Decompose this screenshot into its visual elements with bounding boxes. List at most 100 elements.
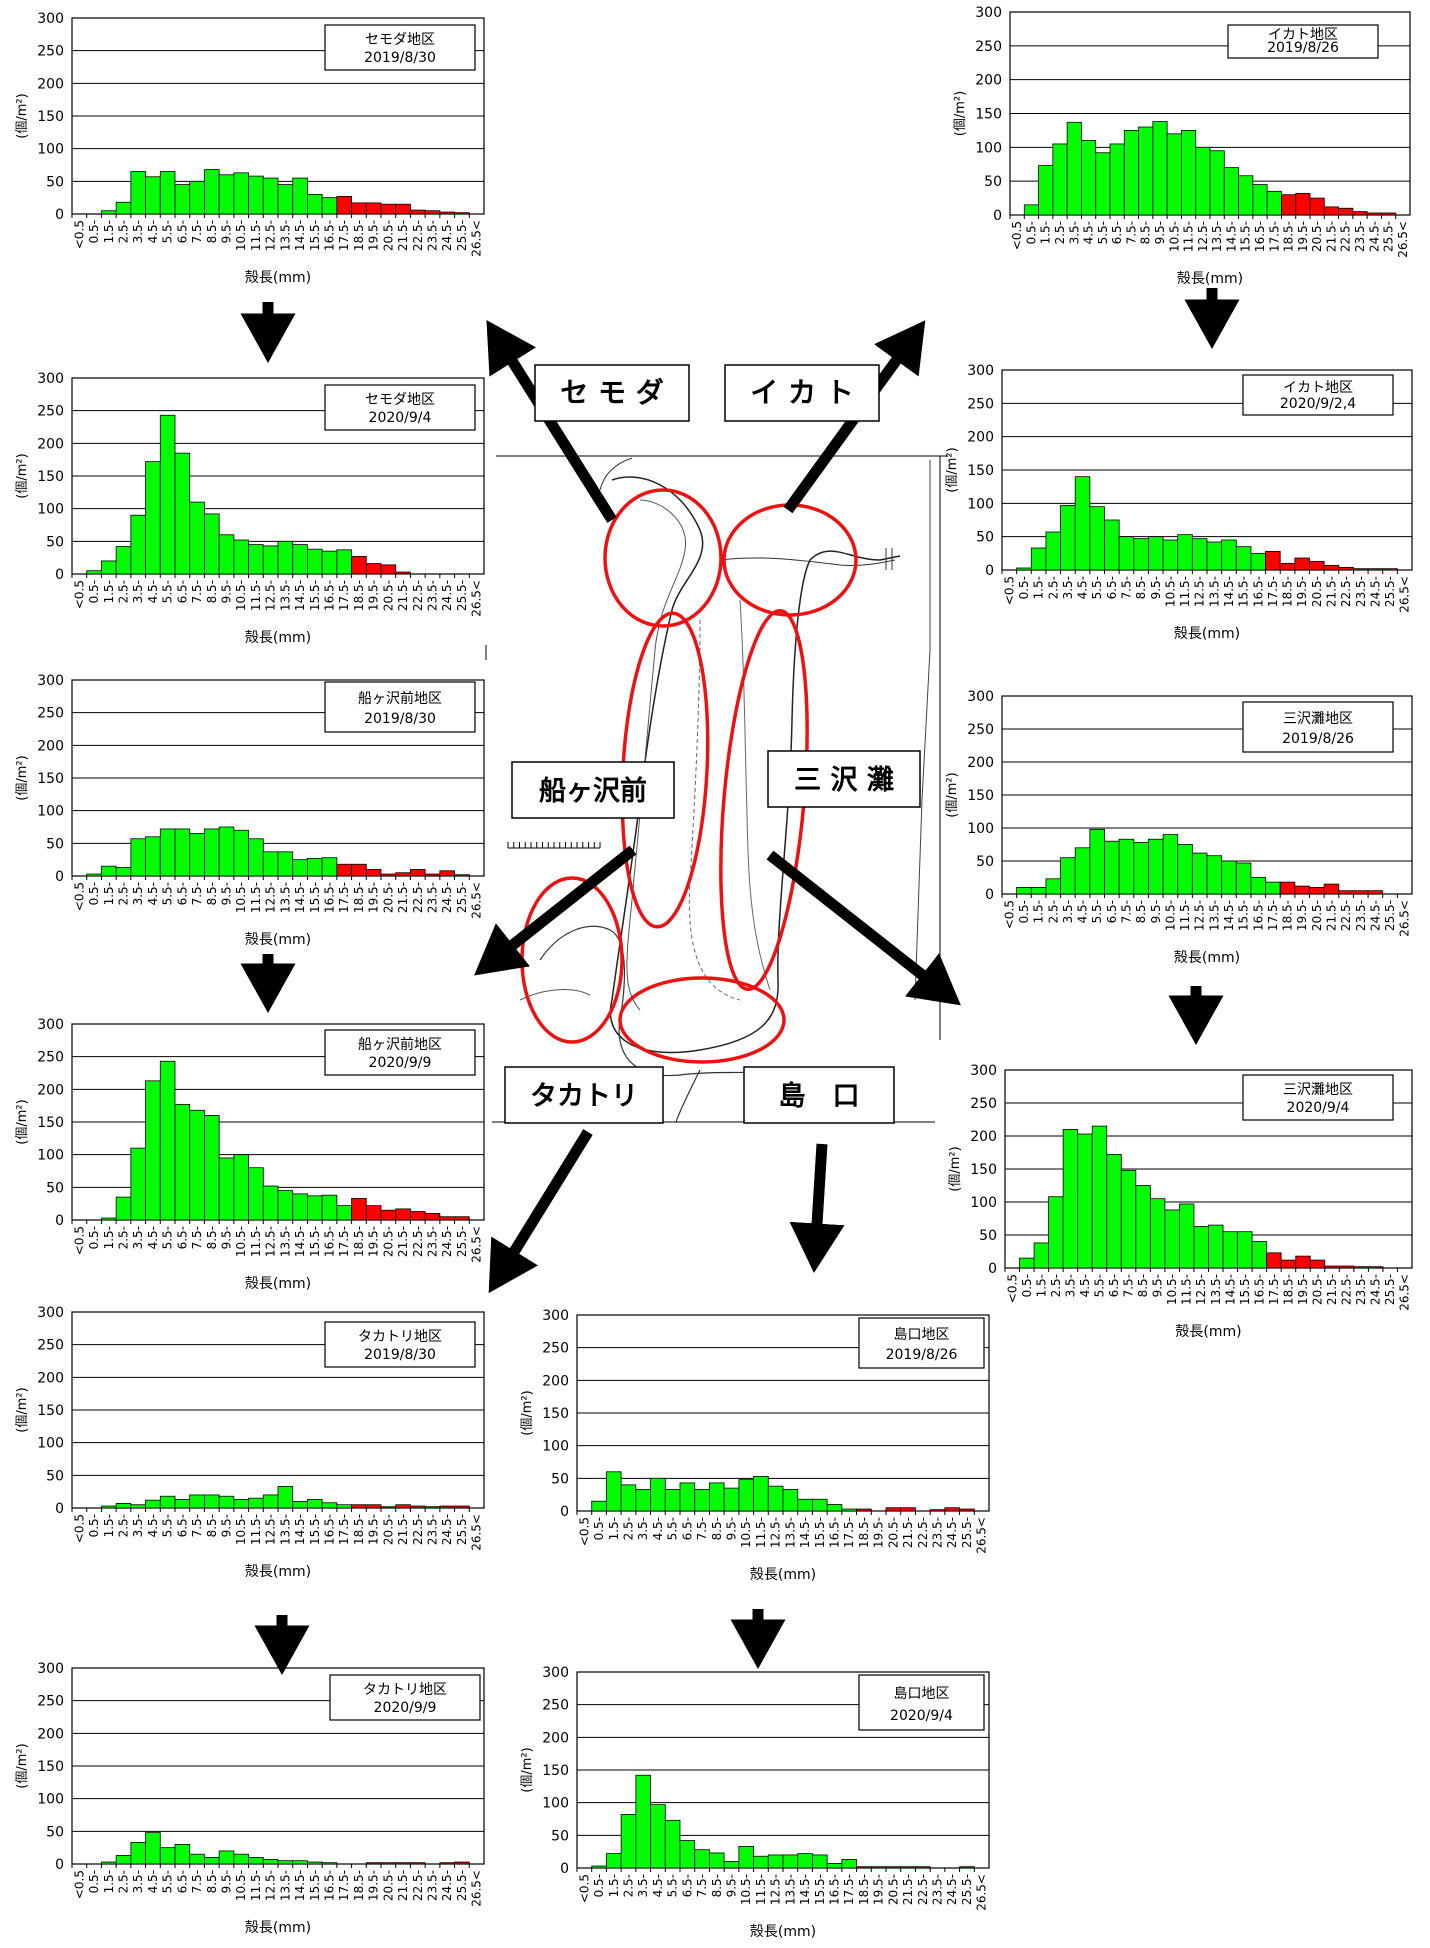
x-tick-label: 5.5- <box>666 1517 680 1540</box>
bar <box>929 1509 946 1512</box>
bar <box>1191 538 1208 571</box>
bar <box>1066 121 1082 216</box>
bar <box>1038 165 1054 216</box>
bar <box>591 1865 607 1869</box>
x-tick-label: 26.5< <box>1398 900 1412 937</box>
bar <box>204 513 220 575</box>
bar <box>292 544 308 575</box>
x-tick-label: 21.5- <box>396 220 410 251</box>
bar <box>1280 1259 1297 1269</box>
bar <box>204 1857 220 1865</box>
x-tick-label: 6.5- <box>175 1870 189 1893</box>
x-tick-label: 17.5- <box>1267 221 1281 252</box>
bar <box>1338 566 1354 571</box>
bar <box>292 859 308 877</box>
x-axis-label: 殻長(mm) <box>1175 1324 1241 1340</box>
x-tick-label: 5.5- <box>161 1870 175 1893</box>
bar <box>1123 130 1139 216</box>
bar <box>1052 143 1068 216</box>
legend-box <box>324 681 476 733</box>
bar <box>262 851 279 877</box>
bar <box>145 176 161 215</box>
x-tick-label: 21.5- <box>901 1874 915 1905</box>
bar <box>145 1832 161 1865</box>
y-tick-label: 200 <box>37 738 64 754</box>
x-tick-label: 14.5- <box>293 1870 307 1901</box>
bar <box>115 201 132 215</box>
bar <box>1367 568 1384 571</box>
legend-box <box>858 1674 985 1731</box>
bar <box>159 1060 176 1221</box>
x-tick-label: 10.5- <box>234 580 248 611</box>
y-tick-label: 200 <box>37 1370 64 1386</box>
bar <box>723 1861 740 1869</box>
x-tick-label: 16.5- <box>1253 221 1267 252</box>
x-tick-label: 17.5- <box>337 1870 351 1901</box>
bar <box>262 177 279 215</box>
x-tick-label: 12.5- <box>1196 221 1210 252</box>
x-tick-label: 26.5< <box>470 1226 484 1263</box>
bar <box>620 1484 637 1512</box>
bar <box>1148 536 1164 571</box>
y-tick-label: 200 <box>37 76 64 92</box>
bar <box>841 1508 857 1512</box>
x-tick-label: 20.5- <box>1311 1274 1325 1305</box>
bar <box>1353 568 1369 571</box>
y-tick-label: 50 <box>979 1228 997 1244</box>
bar <box>145 1499 161 1509</box>
bar <box>1045 531 1061 571</box>
x-tick-label: 23.5- <box>426 882 440 913</box>
bar <box>336 863 352 877</box>
y-tick-label: 50 <box>46 1468 64 1484</box>
x-tick-label: 3.5- <box>1063 1274 1077 1297</box>
x-tick-label: <0.5 <box>72 580 86 609</box>
bar <box>753 1855 769 1869</box>
bar <box>1138 126 1154 216</box>
arrow-ikato <box>783 320 926 514</box>
x-tick-label: 14.5- <box>1223 1274 1237 1305</box>
bar <box>1177 844 1193 895</box>
x-tick-label: 6.5- <box>1107 1274 1121 1297</box>
bar <box>1177 534 1193 571</box>
bar <box>1353 1266 1369 1269</box>
x-tick-label: 19.5- <box>1296 221 1310 252</box>
x-tick-label: 21.5- <box>396 1870 410 1901</box>
x-tick-label: 23.5- <box>1353 221 1367 252</box>
x-tick-label: 15.5- <box>1238 1274 1252 1305</box>
bar <box>189 501 205 575</box>
bar <box>321 857 338 877</box>
bar <box>351 1504 367 1509</box>
x-tick-label: 11.5- <box>1178 576 1192 607</box>
bar <box>1323 206 1339 216</box>
x-tick-label: 1.5- <box>102 882 116 905</box>
y-tick-label: 50 <box>984 174 1002 190</box>
label-takatori-text: タカトリ <box>530 1081 638 1112</box>
x-tick-label: 13.5- <box>278 1226 292 1257</box>
x-tick-label: 23.5- <box>426 220 440 251</box>
x-tick-label: 8.5- <box>205 882 219 905</box>
y-tick-label: 200 <box>975 73 1002 89</box>
legend-title: イカト地区 <box>1268 27 1338 43</box>
y-tick-label: 250 <box>37 44 64 60</box>
bar <box>1266 1252 1282 1269</box>
x-tick-label: 7.5- <box>190 220 204 243</box>
x-tick-label: 22.5- <box>1339 221 1353 252</box>
bar <box>1077 1133 1093 1269</box>
bar <box>900 1507 916 1512</box>
x-tick-label: 15.5- <box>308 220 322 251</box>
legend-title: 船ヶ沢前地区 <box>358 1036 442 1053</box>
bar <box>709 1482 725 1512</box>
bar <box>1208 1224 1224 1269</box>
y-tick-label: 150 <box>37 109 64 125</box>
y-tick-label: 100 <box>37 804 64 820</box>
x-tick-label: 7.5- <box>1119 900 1133 923</box>
bar <box>1149 1198 1166 1269</box>
bar <box>1279 562 1296 571</box>
x-tick-label: 9.5- <box>725 1517 739 1540</box>
x-tick-label: 26.5< <box>1398 1274 1412 1311</box>
x-axis-label: 殻長(mm) <box>1177 271 1243 287</box>
bar <box>1235 546 1252 571</box>
x-tick-label: 0.5- <box>87 882 101 905</box>
bar <box>1295 192 1311 216</box>
x-tick-label: 8.5- <box>1134 576 1148 599</box>
